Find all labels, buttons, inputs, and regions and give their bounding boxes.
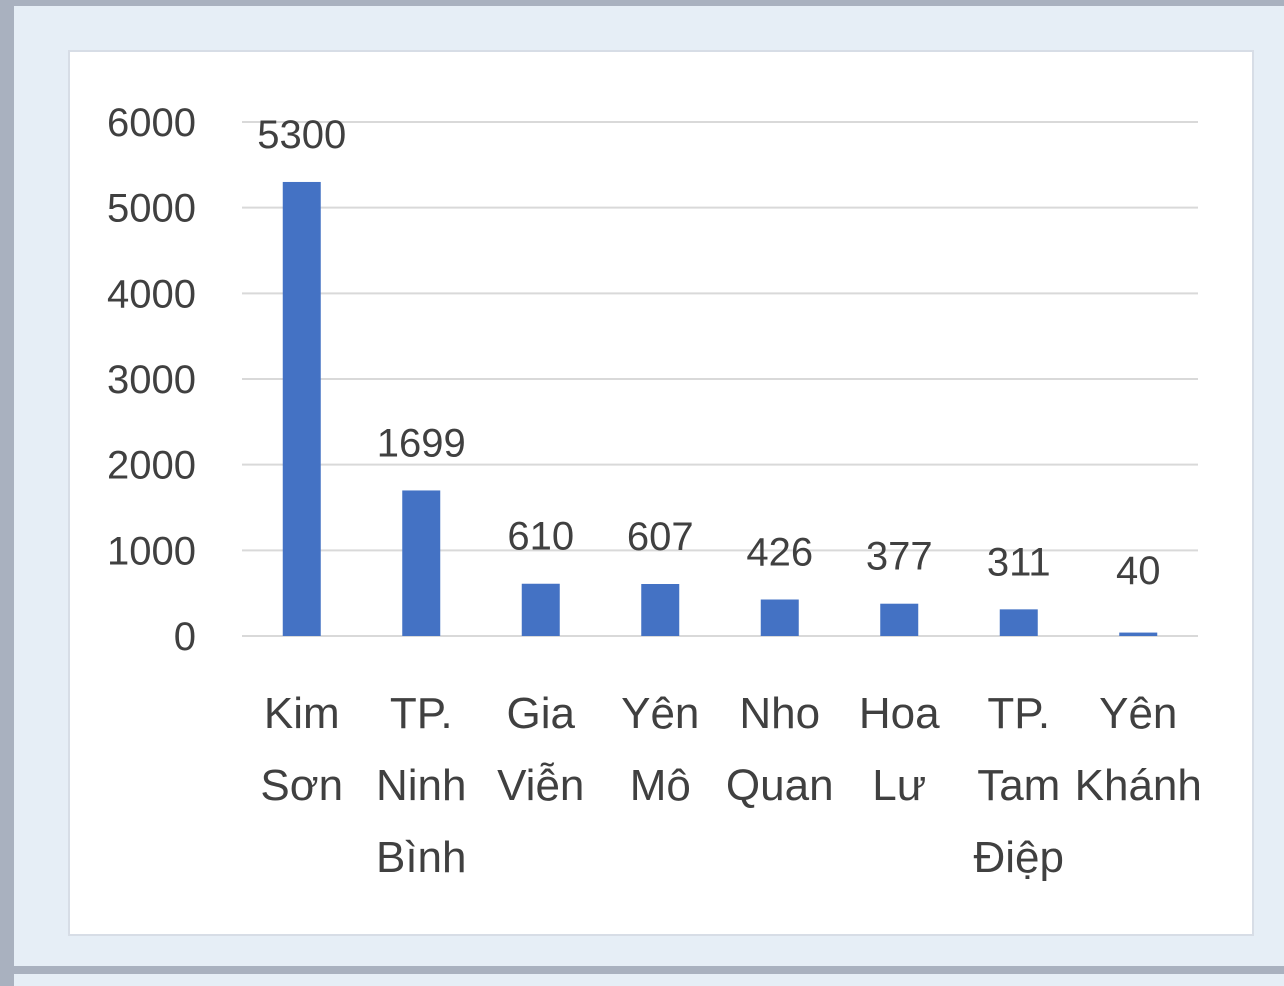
category-label-5-0: Hoa [859,689,940,738]
y-tick-label: 0 [174,615,196,659]
bar-1 [402,490,441,636]
category-label-6-2: Điệp [974,833,1065,882]
data-label-2: 610 [507,515,574,559]
category-label-3-1: Mô [630,761,691,810]
category-label-1-0: TP. [390,689,453,738]
data-label-1: 1699 [377,421,466,465]
data-label-0: 5300 [257,113,346,157]
bar-7 [1119,632,1158,636]
y-tick-label: 1000 [107,529,196,573]
y-tick-label: 5000 [107,187,196,231]
category-label-2-0: Gia [507,689,576,738]
bar-4 [760,599,799,636]
category-label-3-0: Yên [621,689,699,738]
bar-chart: 0 1000 2000 3000 4000 5000 6000 5300 1699 610 607… [107,101,1202,882]
category-label-7-0: Yên [1099,689,1177,738]
bar-0 [282,181,321,636]
y-tick-label: 6000 [107,101,196,145]
data-label-4: 426 [746,531,813,575]
bar-5 [880,603,919,636]
data-label-3: 607 [627,515,694,559]
bar-6 [999,609,1038,636]
category-label-7-1: Khánh [1075,761,1202,810]
category-label-4-1: Quan [726,761,834,810]
category-label-0-1: Sơn [260,761,343,810]
data-label-5: 377 [866,535,933,579]
data-label-7: 40 [1116,549,1161,593]
category-label-2-1: Viễn [497,761,584,810]
category-label-1-2: Bình [376,833,467,882]
y-axis-ticks: 0 1000 2000 3000 4000 5000 6000 [107,101,196,659]
data-label-6: 311 [987,540,1051,584]
category-label-1-1: Ninh [376,761,467,810]
category-labels: Kim Sơn TP. Ninh Bình Gia Viễn Yên Mô Nho Quan Hoa L… [260,689,1201,882]
bar-2 [521,583,560,636]
category-label-6-0: TP. [987,689,1050,738]
category-label-4-0: Nho [739,689,820,738]
category-label-6-1: Tam [977,761,1060,810]
category-label-0-0: Kim [264,689,340,738]
slide-bottom-strip [14,974,1284,986]
y-tick-label: 3000 [107,358,196,402]
gridlines [242,121,1198,637]
category-label-5-1: Lư [872,761,926,810]
y-tick-label: 2000 [107,444,196,488]
chart-card: 0 1000 2000 3000 4000 5000 6000 5300 1699 610 607… [68,50,1254,936]
y-tick-label: 4000 [107,272,196,316]
bars [282,181,1158,636]
bar-3 [641,584,680,636]
data-labels: 5300 1699 610 607 426 377 311 40 [257,113,1160,593]
